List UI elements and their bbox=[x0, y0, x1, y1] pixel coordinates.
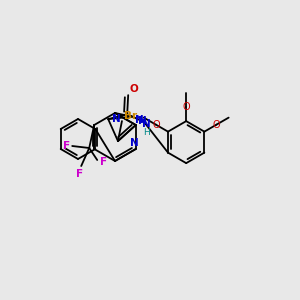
Text: F: F bbox=[100, 157, 107, 167]
Text: O: O bbox=[152, 120, 160, 130]
Text: N: N bbox=[135, 115, 143, 124]
Text: N: N bbox=[142, 119, 151, 129]
Text: N: N bbox=[130, 138, 139, 148]
Text: N: N bbox=[138, 116, 147, 126]
Text: O: O bbox=[182, 102, 190, 112]
Text: N: N bbox=[112, 114, 120, 124]
Text: O: O bbox=[130, 84, 139, 94]
Text: F: F bbox=[63, 141, 70, 151]
Text: O: O bbox=[213, 120, 220, 130]
Text: F: F bbox=[76, 169, 83, 179]
Text: Br: Br bbox=[124, 111, 137, 121]
Text: H: H bbox=[143, 128, 150, 136]
